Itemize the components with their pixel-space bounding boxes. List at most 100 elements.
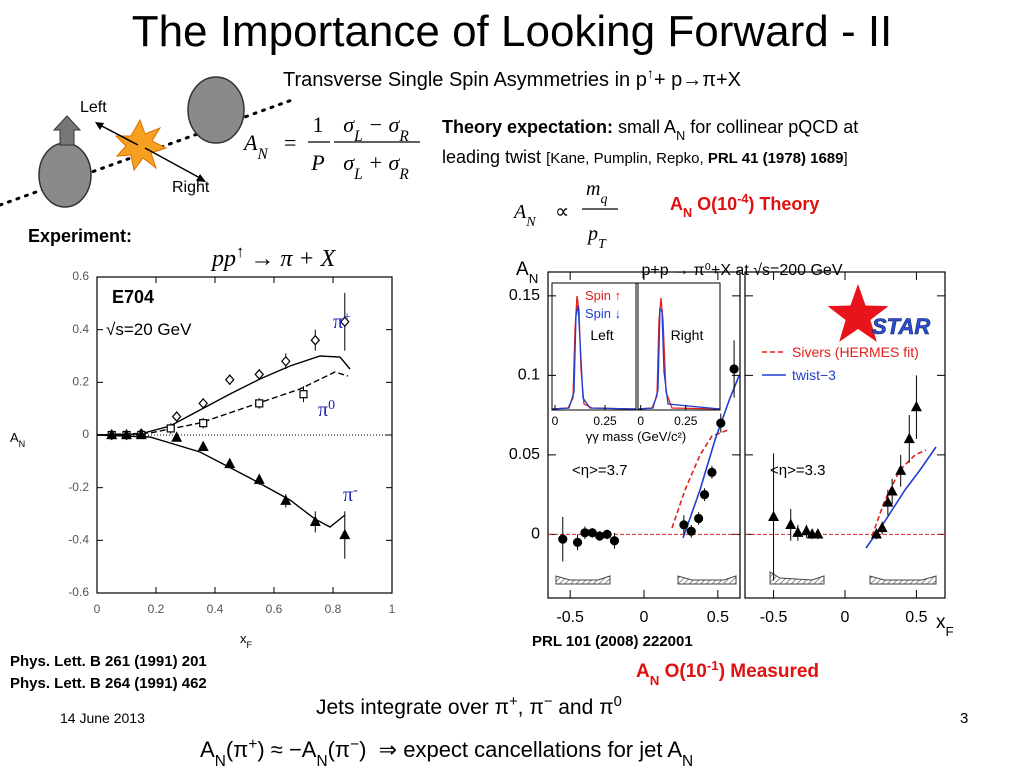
superscript: 0: [614, 694, 622, 710]
path: [871, 449, 927, 537]
x-tick-label: -0.5: [760, 609, 788, 626]
scaling-formula: AN ∝ mq pT: [512, 178, 618, 252]
data-point: [870, 528, 882, 539]
data-point: [903, 432, 915, 444]
y-axis-label: AN: [516, 259, 538, 286]
x-axis-label-main: x: [240, 631, 247, 646]
subscript: L: [353, 128, 363, 145]
data-point: [572, 537, 583, 547]
text-part: ) ≈ −A: [257, 737, 316, 762]
text: mq: [586, 178, 607, 207]
text-part: and π: [552, 696, 613, 719]
inset-x-label: γγ mass (GeV/c²): [586, 429, 686, 444]
data-point: [595, 531, 605, 541]
data-point: [198, 397, 209, 409]
series-name: π: [333, 311, 343, 333]
tspan: p: [586, 223, 598, 245]
title: The Importance of Looking Forward - II: [132, 7, 893, 56]
polygon: [196, 174, 206, 182]
polygon: [95, 122, 104, 130]
tspan: + p→π+X: [654, 69, 741, 91]
x-axis-label-sub: F: [946, 624, 954, 639]
text: σL + σR: [343, 150, 409, 183]
text: AN: [512, 201, 536, 230]
legend-label: twist−3: [792, 367, 836, 383]
data-point: [609, 536, 620, 546]
tspan: ) Measured: [719, 661, 819, 682]
data-point: [254, 369, 265, 380]
text-part: (π: [226, 737, 249, 762]
logo-text: STAR: [872, 314, 930, 339]
data-point: [602, 529, 612, 539]
data-point: [699, 490, 710, 500]
ellipse: [187, 76, 245, 144]
y-tick-label: 0.4: [72, 322, 89, 336]
data-point: [171, 411, 182, 422]
y-tick-label: -0.2: [68, 480, 89, 494]
series-name: π: [318, 399, 328, 421]
tspan: leading twist: [442, 147, 546, 167]
inset-panel-label: Left: [590, 327, 613, 343]
text-part: − σ: [363, 112, 401, 137]
text-part: , π: [518, 696, 544, 719]
annotation: E704: [112, 287, 154, 307]
series-label: π0: [318, 398, 335, 422]
y-tick-label: 0.05: [509, 446, 540, 463]
tspan: -1: [707, 658, 719, 673]
tspan: ↑: [236, 242, 244, 261]
tspan: T: [598, 237, 607, 252]
data-point: [280, 494, 292, 505]
tspan: N: [650, 673, 660, 688]
superscript: +: [509, 694, 518, 710]
inset-tick-label: 0.25: [593, 414, 617, 428]
page-number: 3: [960, 710, 968, 727]
inset-frame: [637, 282, 721, 411]
tspan: O(10: [692, 194, 737, 214]
tspan: pp: [210, 246, 236, 272]
theory-order: AN O(10-4) Theory: [670, 192, 819, 220]
tspan: Transverse Single Spin Asymmetries in p: [283, 69, 647, 91]
data-point: [121, 428, 132, 440]
y-tick-label: 0: [531, 526, 540, 543]
ellipse: [38, 142, 92, 208]
y-tick-label: 0.2: [72, 375, 89, 389]
text: σL − σR: [343, 112, 409, 145]
inset-panel-label: Right: [671, 327, 704, 343]
x-tick-label: 0: [640, 609, 649, 626]
data-point: [224, 374, 235, 386]
tspan: ↑: [647, 65, 654, 81]
data-point: [876, 521, 888, 533]
line: [144, 147, 201, 179]
y-tick-label: -0.4: [68, 533, 89, 547]
data-point: [106, 428, 118, 440]
text: pT: [586, 223, 607, 252]
data-point: [310, 334, 321, 346]
data-point: [785, 518, 797, 529]
path: [769, 571, 825, 585]
an-formula: AN = 1 P σL − σR σL + σR: [242, 112, 420, 183]
jets-note: Jets integrate over π+, π− and π0: [316, 694, 622, 719]
annotation: <η>=3.7: [572, 462, 627, 479]
legend-label: Sivers (HERMES fit): [792, 344, 919, 360]
measured-order: AN O(10-1) Measured: [636, 658, 819, 688]
series-superscript: -: [353, 483, 358, 498]
path: [637, 297, 721, 410]
x-tick-label: 1: [389, 602, 396, 616]
data-point: [280, 355, 291, 367]
subscript: N: [316, 753, 327, 768]
y-axis-label-sub: N: [19, 439, 26, 449]
polygon: [52, 115, 82, 146]
tspan: O(10: [659, 661, 707, 682]
relation-note: AN(π+) ≈ −AN(π−) ⇒ expect cancellations …: [200, 736, 693, 768]
data-point: [253, 473, 265, 484]
data-point: [199, 419, 208, 428]
data-point: [910, 400, 922, 412]
data-point: [686, 526, 696, 536]
tspan: A: [242, 130, 258, 155]
tspan: [Kane, Pumplin, Repko,: [546, 150, 708, 167]
data-point: [694, 513, 704, 524]
tspan: N: [676, 129, 685, 143]
inset-tick-label: 0.25: [674, 414, 698, 428]
path: [682, 375, 740, 539]
text: ∝: [555, 201, 569, 223]
